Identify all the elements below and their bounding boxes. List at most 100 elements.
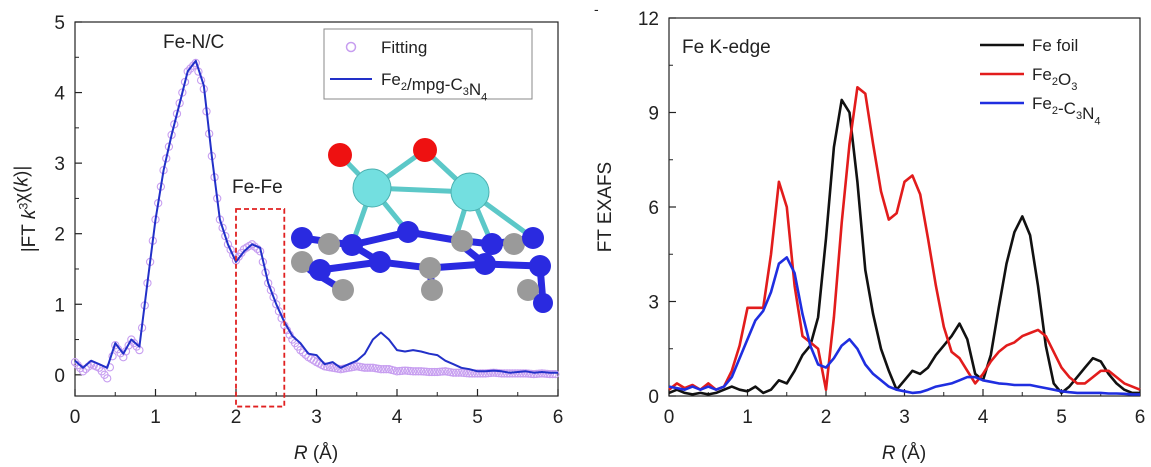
legend-fe2-mpg-label: Fe2/mpg-C3N4 [381, 70, 487, 103]
left-y-tick-label: 4 [54, 84, 65, 105]
right-series-lines [668, 86, 1141, 396]
fitting-point [545, 369, 555, 379]
right-x-tick-label: 6 [1135, 407, 1146, 428]
fitting-point [518, 369, 528, 378]
left-x-tick-label: 5 [472, 407, 483, 428]
series-line-fe2-c3n4 [668, 256, 1140, 396]
left-x-tick-label: 1 [150, 407, 161, 428]
fitting-point [430, 367, 439, 377]
left-series-fe2-mpg-c3n4 [74, 59, 558, 374]
right-y-tick-label: 12 [638, 9, 659, 30]
right-x-axis-label: R (Å) [882, 443, 926, 464]
fitting-point [478, 369, 488, 378]
right-x-tick-label: 1 [742, 407, 753, 428]
left-x-tick-label: 3 [311, 407, 322, 428]
left-y-tick-label: 2 [54, 225, 65, 246]
fitting-point [535, 369, 544, 378]
series-line-fe-foil [668, 98, 1140, 396]
fitting-point [484, 369, 493, 378]
fitting-point [272, 300, 281, 309]
fitting-point [476, 369, 485, 378]
right-x-tick-label: 5 [1056, 407, 1067, 428]
left-axis-ticks: 0 1 2 3 4 5 6 0 1 2 3 4 5 [54, 13, 563, 428]
fitting-point [382, 365, 391, 374]
fitting-point [416, 367, 426, 376]
fitting-point [513, 369, 522, 378]
fitting-point [376, 365, 386, 374]
fitting-point [481, 369, 490, 378]
legend-label-fe2o3: Fe2O3 [1032, 65, 1077, 93]
left-y-tick-label: 3 [54, 154, 65, 175]
fitting-point [500, 369, 509, 378]
fitting-point [398, 366, 407, 375]
legend-label-fe2-c3n4: Fe2-C3N4 [1032, 94, 1101, 127]
fitting-point [296, 345, 305, 355]
fitting-point [548, 369, 557, 379]
left-legend: Fitting Fe2/mpg-C3N4 [323, 28, 533, 103]
fitting-point [408, 367, 418, 376]
fitting-point [247, 240, 257, 249]
right-y-axis-label: FT EXAFS [595, 162, 616, 252]
fitting-point [422, 367, 431, 376]
legend-label-fe-foil: Fe foil [1032, 36, 1078, 55]
left-series-fitting [70, 58, 560, 383]
right-y-tick-label: 9 [648, 104, 659, 125]
fitting-point [366, 363, 375, 372]
fitting-point [186, 64, 195, 73]
fitting-point [497, 369, 506, 378]
fitting-point [527, 369, 536, 379]
fitting-point [473, 369, 482, 378]
fitting-point [486, 368, 496, 378]
fitting-point [379, 365, 388, 374]
fitting-point [551, 369, 560, 379]
fitting-point [406, 366, 415, 376]
left-y-axis-label: |FT k3χ(k)| [11, 166, 40, 253]
fitting-point [505, 369, 514, 378]
fitting-point [543, 369, 552, 379]
fitting-point [438, 367, 447, 376]
right-y-tick-label: 0 [648, 387, 659, 408]
fe-k-edge-label: Fe K-edge [682, 37, 771, 58]
fitting-point [403, 366, 412, 375]
fitting-point [451, 368, 461, 377]
fitting-point [103, 374, 112, 383]
fitting-point [459, 368, 469, 378]
left-legend-frame [323, 28, 533, 100]
fitting-point [457, 368, 466, 377]
fitting-point [425, 367, 434, 377]
left-y-tick-label: 0 [54, 366, 65, 387]
fe2-mpg-c3n4-line [74, 59, 558, 374]
fitting-point [529, 369, 538, 379]
fitting-point [363, 363, 372, 372]
fitting-point [524, 369, 533, 378]
fe-fe-highlight-box [235, 208, 286, 408]
molecular-structure-illustration [291, 138, 553, 313]
fitting-point [419, 367, 428, 376]
fitting-point [454, 368, 463, 377]
left-chart: 0 1 2 3 4 5 6 0 1 2 3 4 5 Fe-N/C Fe-Fe Fitting Fe2/m… [11, 13, 563, 464]
legend-fitting-label: Fitting [381, 38, 427, 57]
fitting-point [537, 369, 547, 378]
left-x-tick-label: 0 [70, 407, 81, 428]
left-x-tick-label: 4 [392, 407, 403, 428]
fitting-point [489, 368, 498, 377]
right-x-tick-label: 3 [899, 407, 910, 428]
fitting-point [266, 286, 276, 295]
fitting-point [492, 368, 501, 378]
fitting-point [191, 58, 200, 68]
fitting-point [269, 293, 278, 302]
fitting-point [433, 367, 442, 377]
series-line-fe2o3 [668, 86, 1141, 391]
fitting-point [392, 367, 402, 376]
fitting-point [449, 368, 458, 377]
left-x-tick-label: 2 [231, 407, 242, 428]
fitting-point [400, 366, 410, 375]
fitting-point [516, 369, 525, 378]
left-x-tick-label: 6 [553, 407, 564, 428]
fitting-point [427, 367, 437, 377]
fitting-point [360, 363, 369, 372]
